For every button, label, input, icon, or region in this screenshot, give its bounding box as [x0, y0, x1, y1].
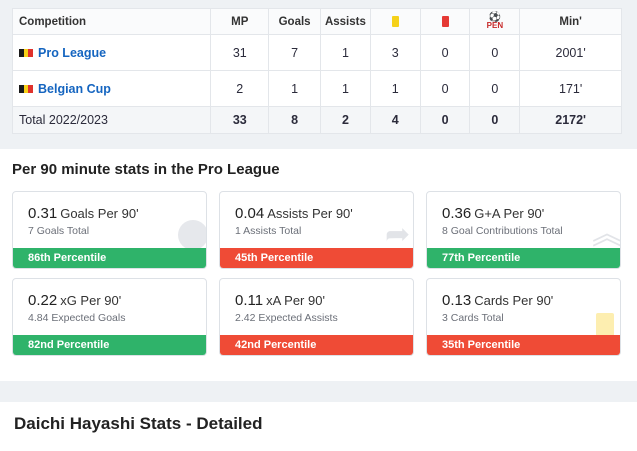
yellow-card-icon [391, 16, 399, 27]
yellow-card-icon [596, 313, 614, 339]
penalties-cell: 0 [469, 35, 519, 70]
flag-stripe-yellow [23, 48, 29, 57]
detailed-stats-header: Daichi Hayashi Stats - Detailed [0, 402, 637, 451]
header-mp[interactable]: MP [210, 9, 268, 34]
competition-stats-table: Competition MP Goals Assists ⚽ PEN Min' P… [12, 8, 622, 134]
assists-cell: 1 [320, 35, 370, 70]
stat-value-line: 0.22 xG Per 90' [28, 292, 121, 309]
percentile-bar: 77th Percentile [427, 248, 620, 268]
percentile-bar: 82nd Percentile [13, 335, 206, 355]
red-card-icon [441, 16, 449, 27]
table-header-row: Competition MP Goals Assists ⚽ PEN Min' [13, 9, 621, 35]
stat-card-goals: 0.31 Goals Per 90' 7 Goals Total 86th Per… [12, 191, 207, 269]
flag-stripe-yellow [23, 84, 29, 93]
total-goals: 8 [268, 107, 320, 133]
stat-subtext: 3 Cards Total [442, 312, 504, 324]
goals-cell: 1 [268, 71, 320, 106]
stat-value: 0.11 [235, 292, 264, 309]
stat-label: Goals Per 90' [60, 206, 139, 221]
stat-card-xg: 0.22 xG Per 90' 4.84 Expected Goals 82nd … [12, 278, 207, 356]
flag-stripe-black [19, 84, 24, 93]
percentile-bar: 86th Percentile [13, 248, 206, 268]
stat-value: 0.36 [442, 205, 472, 222]
percentile-bar: 35th Percentile [427, 335, 620, 355]
flag-stripe-red [28, 48, 34, 57]
stat-subtext: 1 Assists Total [235, 225, 302, 237]
goals-cell: 7 [268, 35, 320, 70]
flag-stripe-red [28, 84, 34, 93]
stat-value-line: 0.11 xA Per 90' [235, 292, 325, 309]
total-yellow: 4 [369, 107, 420, 133]
competition-link-pro-league[interactable]: Pro League [38, 45, 107, 60]
assists-cell: 1 [320, 71, 370, 106]
stat-value: 0.13 [442, 292, 472, 309]
stat-subtext: 4.84 Expected Goals [28, 312, 126, 324]
competition-link-belgian-cup[interactable]: Belgian Cup [38, 81, 111, 96]
red-cards-cell: 0 [419, 35, 470, 70]
red-cards-cell: 0 [419, 71, 470, 106]
competition-cell: Belgian Cup [13, 71, 210, 106]
stat-label: xA Per 90' [266, 293, 325, 308]
header-penalties[interactable]: ⚽ PEN [469, 9, 519, 34]
mp-cell: 2 [210, 71, 268, 106]
section-title: Per 90 minute stats in the Pro League [12, 161, 280, 178]
per90-section: Per 90 minute stats in the Pro League 0.… [0, 149, 637, 381]
total-min: 2172' [519, 107, 621, 133]
stat-subtext: 7 Goals Total [28, 225, 90, 237]
stat-value: 0.04 [235, 205, 265, 222]
pen-label: PEN [486, 20, 504, 30]
stat-label: Assists Per 90' [267, 206, 353, 221]
header-competition[interactable]: Competition [19, 15, 87, 28]
total-mp: 33 [210, 107, 268, 133]
stat-card-assists: ➦ 0.04 Assists Per 90' 1 Assists Total 45… [219, 191, 414, 269]
stat-value: 0.31 [28, 205, 58, 222]
belgium-flag-icon [19, 84, 34, 93]
header-red-cards[interactable] [419, 9, 470, 34]
header-yellow-cards[interactable] [369, 9, 420, 34]
stat-value-line: 0.36 G+A Per 90' [442, 205, 544, 222]
football-icon: ⚽ [488, 11, 502, 23]
table-total-row: Total 2022/2023 33 8 2 4 0 0 2172' [13, 107, 621, 133]
header-minutes[interactable]: Min' [519, 9, 621, 34]
mp-cell: 31 [210, 35, 268, 70]
flag-stripe-black [19, 48, 24, 57]
yellow-cards-cell: 3 [369, 35, 420, 70]
stat-subtext: 8 Goal Contributions Total [442, 225, 563, 237]
stat-subtext: 2.42 Expected Assists [235, 312, 338, 324]
total-red: 0 [419, 107, 470, 133]
penalties-cell: 0 [469, 71, 519, 106]
stat-card-xa: 0.11 xA Per 90' 2.42 Expected Assists 42n… [219, 278, 414, 356]
percentile-bar: 42nd Percentile [220, 335, 413, 355]
minutes-cell: 2001' [519, 35, 621, 70]
stat-value: 0.22 [28, 292, 58, 309]
belgium-flag-icon [19, 48, 34, 57]
header-assists[interactable]: Assists [320, 9, 370, 34]
stat-value-line: 0.04 Assists Per 90' [235, 205, 353, 222]
stat-card-cards: 0.13 Cards Per 90' 3 Cards Total 35th Per… [426, 278, 621, 356]
stat-value-line: 0.13 Cards Per 90' [442, 292, 553, 309]
share-arrow-icon: ➦ [385, 218, 411, 251]
chevrons-up-icon: ︽ [592, 218, 621, 251]
competition-cell: Pro League [13, 35, 210, 70]
table-row: Belgian Cup 2 1 1 1 0 0 171' [13, 71, 621, 107]
stat-card-goal-contributions: ︽ 0.36 G+A Per 90' 8 Goal Contributions T… [426, 191, 621, 269]
total-assists: 2 [320, 107, 370, 133]
minutes-cell: 171' [519, 71, 621, 106]
detailed-stats-title: Daichi Hayashi Stats - Detailed [14, 414, 263, 433]
table-row: Pro League 31 7 1 3 0 0 2001' [13, 35, 621, 71]
stat-label: G+A Per 90' [474, 206, 545, 221]
total-pen: 0 [469, 107, 519, 133]
header-goals[interactable]: Goals [268, 9, 320, 34]
stat-value-line: 0.31 Goals Per 90' [28, 205, 139, 222]
stat-label: xG Per 90' [60, 293, 122, 308]
percentile-bar: 45th Percentile [220, 248, 413, 268]
total-label: Total 2022/2023 [19, 113, 108, 127]
stat-label: Cards Per 90' [474, 293, 554, 308]
football-icon [178, 220, 206, 250]
yellow-cards-cell: 1 [369, 71, 420, 106]
